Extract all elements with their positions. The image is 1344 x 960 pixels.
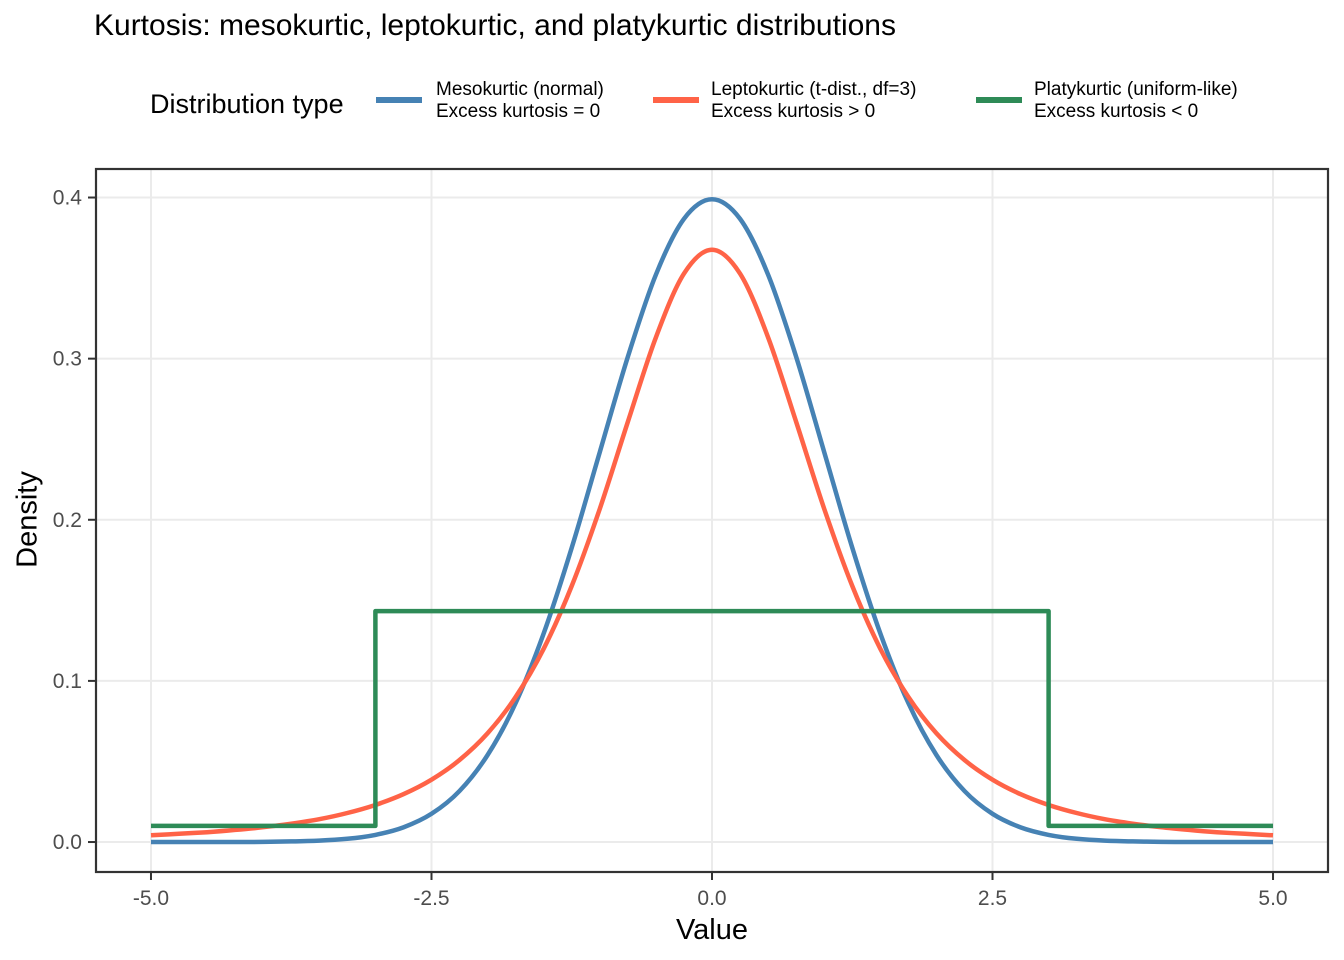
y-tick-label: 0.4: [53, 187, 83, 210]
legend-label-line: Leptokurtic (t-dist., df=3): [711, 79, 917, 100]
legend-label-leptokurtic: Leptokurtic (t-dist., df=3) Excess kurto…: [711, 79, 916, 122]
legend-key-leptokurtic-line: [653, 97, 699, 103]
legend-label-mesokurtic: Mesokurtic (normal) Excess kurtosis = 0: [436, 79, 604, 122]
y-tick-label: 0.1: [53, 670, 82, 693]
legend-label-platykurtic: Platykurtic (uniform-like) Excess kurtos…: [1034, 79, 1238, 122]
chart-title: Kurtosis: mesokurtic, leptokurtic, and p…: [94, 9, 896, 42]
y-axis-title: Density: [11, 471, 44, 568]
x-tick-label: -5.0: [133, 887, 169, 910]
x-tick-label: 5.0: [1258, 887, 1287, 910]
y-tick-label: 0.2: [53, 509, 82, 532]
legend-title: Distribution type: [150, 89, 344, 119]
legend-label-line: Platykurtic (uniform-like): [1034, 79, 1238, 100]
legend-label-line: Mesokurtic (normal): [436, 79, 604, 100]
y-tick-label: 0.3: [53, 348, 82, 371]
legend-key-mesokurtic-line: [376, 97, 422, 103]
x-tick-label: -2.5: [413, 887, 449, 910]
x-tick-label: 2.5: [978, 887, 1007, 910]
series-line-2: [151, 608, 1273, 829]
series-line-0: [150, 197, 1273, 845]
series-line-1: [150, 247, 1274, 838]
legend-label-line: Excess kurtosis = 0: [436, 100, 601, 122]
x-axis-title: Value: [675, 914, 749, 946]
legend-label-line: Excess kurtosis < 0: [1034, 100, 1199, 122]
legend-label-line: Excess kurtosis > 0: [711, 100, 876, 122]
y-tick-label: 0.0: [53, 831, 82, 854]
legend-key-platykurtic-line: [976, 97, 1022, 103]
x-tick-label: 0.0: [697, 887, 726, 910]
